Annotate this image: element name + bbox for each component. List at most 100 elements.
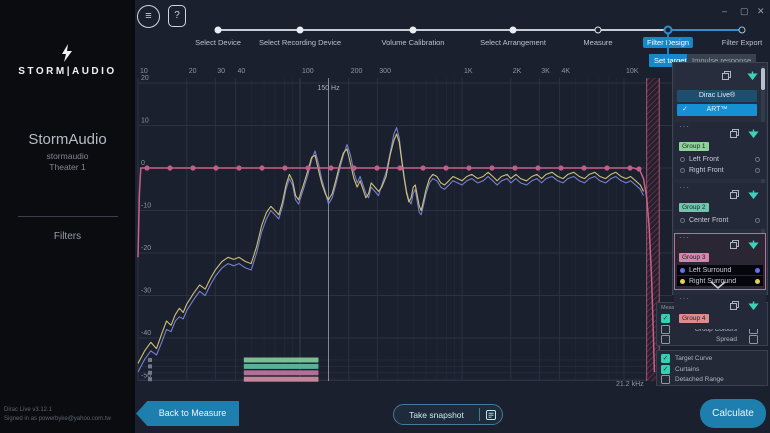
copy-icon[interactable] <box>730 186 739 204</box>
channel-color-dot[interactable] <box>755 217 760 223</box>
group-section-1[interactable]: ··· Group 1 Left Front Right Front <box>674 122 766 179</box>
collapse-arrow-icon[interactable] <box>748 297 759 315</box>
target-control-point[interactable] <box>282 165 288 171</box>
target-control-point[interactable] <box>558 165 564 171</box>
step-node-6[interactable] <box>738 26 746 34</box>
group-overflow-menu-icon[interactable]: ··· <box>679 183 690 192</box>
channel-select-dot[interactable] <box>680 167 685 173</box>
channel-color-dot[interactable] <box>755 167 760 173</box>
window-minimize-button[interactable]: – <box>722 6 728 16</box>
target-control-point[interactable] <box>397 165 403 171</box>
option-checkbox[interactable]: ✓ <box>661 364 670 374</box>
copy-icon[interactable] <box>730 236 739 254</box>
target-curve[interactable] <box>137 167 656 373</box>
target-control-point[interactable] <box>535 165 541 171</box>
measured-checkbox[interactable] <box>661 324 670 334</box>
channel-select-dot[interactable] <box>680 156 685 162</box>
hamburger-menu-button[interactable]: ≡ <box>137 5 160 28</box>
step-node-3[interactable] <box>509 26 517 34</box>
group-section-4[interactable]: ··· Group 4 <box>674 294 766 329</box>
scroll-down-chevron-button[interactable] <box>704 277 732 290</box>
channel-select-dot[interactable] <box>680 267 685 273</box>
option-checkbox[interactable] <box>661 375 670 384</box>
target-control-point[interactable] <box>443 165 449 171</box>
target-control-point[interactable] <box>466 165 472 171</box>
range-handle[interactable] <box>148 377 152 382</box>
range-bar[interactable] <box>243 370 319 376</box>
frequency-response-chart[interactable]: 102030401002003001K2K3K4K10K20K20100-10-… <box>135 60 672 392</box>
target-control-point[interactable] <box>305 165 311 171</box>
group-badge[interactable]: Group 2 <box>679 203 709 212</box>
group-overflow-menu-icon[interactable]: ··· <box>679 294 690 303</box>
range-handle[interactable] <box>148 364 152 369</box>
target-control-point[interactable] <box>512 165 518 171</box>
channel-color-dot[interactable] <box>755 267 760 273</box>
step-node-0[interactable] <box>214 26 222 34</box>
measured-checkbox[interactable]: ✓ <box>661 314 670 323</box>
group-section-3[interactable]: ··· Group 3 Left Surround Right Surround <box>674 233 766 290</box>
step-node-4[interactable] <box>594 26 602 34</box>
group-section-2[interactable]: ··· Group 2 Center Front <box>674 183 766 229</box>
channel-color-dot[interactable] <box>755 278 760 284</box>
channel-row[interactable]: Center Front <box>677 215 763 225</box>
target-control-point[interactable] <box>627 165 633 171</box>
range-handle[interactable] <box>148 370 152 375</box>
range-bar[interactable] <box>243 376 319 382</box>
take-snapshot-button[interactable]: Take snapshot <box>393 404 503 425</box>
back-to-measure-button[interactable]: Back to Measure <box>136 401 239 426</box>
step-node-5[interactable] <box>663 25 673 35</box>
target-control-point[interactable] <box>236 165 242 171</box>
group-badge[interactable]: Group 4 <box>679 314 709 323</box>
panel-scrollbar-thumb[interactable] <box>761 68 765 90</box>
range-bar[interactable] <box>243 357 319 363</box>
target-control-point[interactable] <box>604 165 610 171</box>
step-label-0[interactable]: Select Device <box>195 38 241 47</box>
target-control-point[interactable] <box>259 165 265 171</box>
channel-row[interactable]: Right Surround <box>677 276 763 286</box>
group-overflow-menu-icon[interactable]: ··· <box>679 233 690 242</box>
target-control-point[interactable] <box>328 165 334 171</box>
channel-row[interactable]: Right Front <box>677 165 763 175</box>
step-label-6[interactable]: Filter Export <box>721 38 763 47</box>
channel-row[interactable]: Left Front <box>677 154 763 164</box>
target-control-point[interactable] <box>190 165 196 171</box>
sidebar-item-filters[interactable]: Filters <box>53 231 82 242</box>
step-label-2[interactable]: Volume Calibration <box>381 38 445 47</box>
channel-row[interactable]: Left Surround <box>677 265 763 275</box>
target-control-point[interactable] <box>489 165 495 171</box>
copy-icon[interactable] <box>722 67 731 85</box>
step-label-1[interactable]: Select Recording Device <box>258 38 342 47</box>
help-button[interactable]: ? <box>168 5 186 27</box>
target-control-point[interactable] <box>144 165 150 171</box>
channel-select-dot[interactable] <box>680 217 685 223</box>
target-control-point[interactable] <box>351 165 357 171</box>
step-node-2[interactable] <box>409 26 417 34</box>
group-badge[interactable]: Group 1 <box>679 142 709 151</box>
target-control-point[interactable] <box>374 165 380 171</box>
range-bar[interactable] <box>243 363 319 369</box>
art-button[interactable]: ✓ ART™ <box>677 104 757 116</box>
target-control-point[interactable] <box>420 165 426 171</box>
copy-icon[interactable] <box>730 125 739 143</box>
target-control-point[interactable] <box>636 166 642 172</box>
collapse-arrow-icon[interactable] <box>748 125 759 143</box>
step-label-4[interactable]: Measure <box>583 38 613 47</box>
window-close-button[interactable]: ✕ <box>757 6 765 16</box>
collapse-arrow-icon[interactable] <box>748 236 759 254</box>
measured-checkbox[interactable] <box>661 335 670 344</box>
target-control-point[interactable] <box>581 165 587 171</box>
option-checkbox[interactable]: ✓ <box>661 354 670 363</box>
group-overflow-menu-icon[interactable]: ··· <box>679 122 690 131</box>
target-control-point[interactable] <box>213 165 219 171</box>
channel-color-dot[interactable] <box>755 156 760 162</box>
target-control-point[interactable] <box>167 165 173 171</box>
step-node-1[interactable] <box>296 26 304 34</box>
channel-select-dot[interactable] <box>680 278 685 284</box>
calculate-button[interactable]: Calculate <box>700 399 766 428</box>
collapse-arrow-icon[interactable] <box>747 67 758 85</box>
step-label-3[interactable]: Select Arrangement <box>480 38 546 47</box>
window-maximize-button[interactable]: ▢ <box>740 6 749 16</box>
collapse-arrow-icon[interactable] <box>748 186 759 204</box>
range-handle[interactable] <box>148 358 152 362</box>
group-badge[interactable]: Group 3 <box>679 253 709 262</box>
